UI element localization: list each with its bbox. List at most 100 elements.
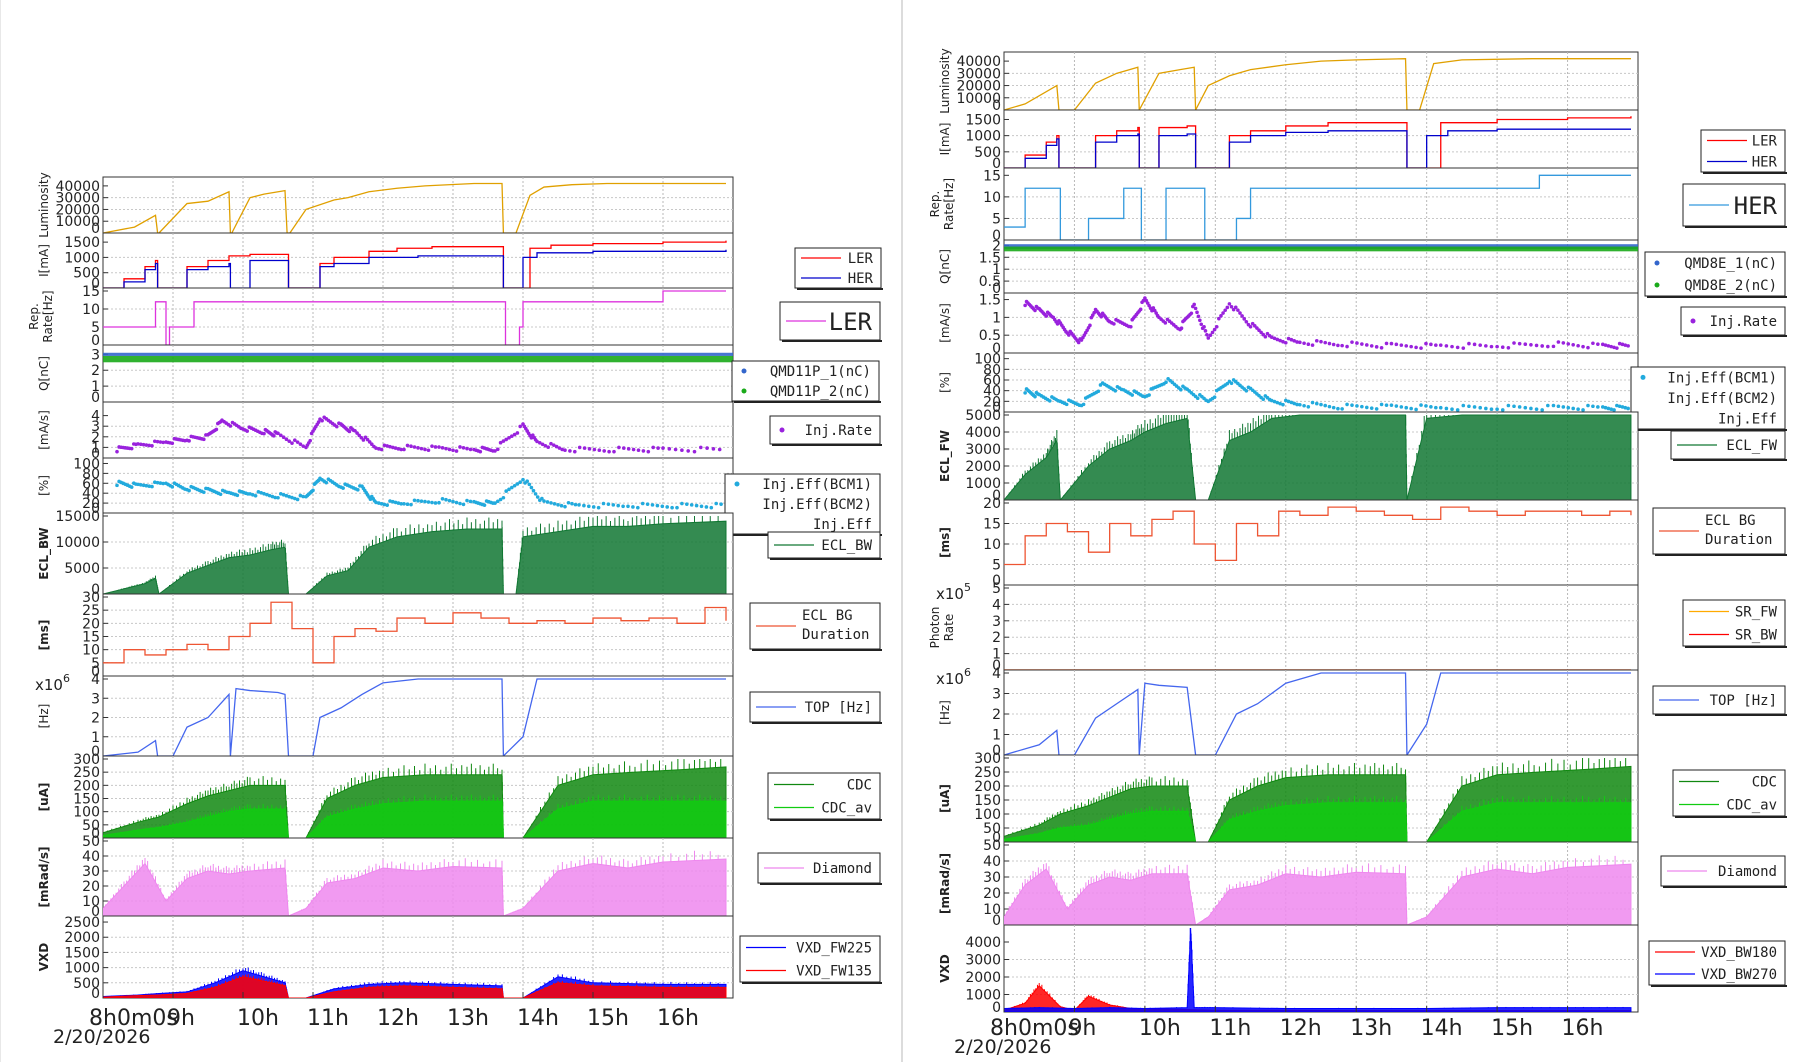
series-inj-rate-point <box>1500 345 1505 350</box>
y-axis-label: Rep. <box>27 303 41 330</box>
series-inj-rate-point <box>320 418 324 423</box>
series-inj-rate-point <box>402 447 406 452</box>
series-inj-eff-bcm1--point <box>1360 404 1364 409</box>
series-inj-eff-bcm1--point <box>1289 400 1294 405</box>
series-inj-rate-point <box>1278 338 1282 343</box>
series-inj-eff-bcm1--point <box>709 505 714 510</box>
series-inj-eff-bcm1--point <box>374 500 378 505</box>
series-inj-rate-point <box>1581 344 1585 349</box>
series-inj-eff-bcm1--point <box>719 502 723 506</box>
series-qmd11p-1-nc--band <box>103 352 733 356</box>
series-inj-rate-point <box>510 434 514 439</box>
series-inj-rate-point <box>1414 345 1418 350</box>
series-inj-rate-point <box>549 441 553 446</box>
legend-label: VXD_FW225 <box>796 941 872 957</box>
y-tick-label: 5 <box>992 211 1001 227</box>
series-inj-rate-point <box>535 439 539 444</box>
y-axis-label: Rate[Hz] <box>41 290 55 342</box>
series-group <box>115 415 722 454</box>
series-inj-eff-bcm1--point <box>1286 399 1291 404</box>
legend-label: ECL_FW <box>1726 438 1777 454</box>
series-inj-eff-bcm1--point <box>1340 407 1344 411</box>
series-inj-rate-point <box>617 445 621 450</box>
series-inj-rate-point <box>1606 344 1611 348</box>
series-inj-eff-bcm1--point <box>1369 406 1374 410</box>
y-tick-label: 15 <box>983 517 1001 533</box>
y-tick-label: 1 <box>91 730 100 746</box>
y-axis-label: Photon <box>928 607 942 649</box>
series-inj-eff-bcm1--point <box>295 497 300 502</box>
legend-label: TOP [Hz] <box>1710 693 1777 709</box>
y-tick-label: 4 <box>992 597 1001 613</box>
series-inj-rate-point <box>529 436 534 440</box>
y-tick-label: 10000 <box>55 214 100 230</box>
y-tick-label: 100 <box>73 805 100 821</box>
legend: QMD8E_1(nC) QMD8E_2(nC) <box>1644 251 1787 298</box>
series-inj-eff-bcm1--point <box>1424 404 1428 408</box>
series-inj-rate-point <box>1055 322 1060 326</box>
series-group <box>1004 414 1632 500</box>
y-tick-label: 1 <box>992 310 1001 326</box>
series-inj-eff-bcm1--point <box>144 483 149 488</box>
series-inj-eff-bcm1--point <box>270 494 275 499</box>
series-inj-rate-point <box>1269 335 1274 340</box>
series-inj-rate-point <box>1455 345 1460 350</box>
y-tick-label: 25 <box>82 603 100 619</box>
series-inj-rate-point <box>554 444 559 449</box>
series-inj-rate-point <box>1229 304 1234 309</box>
series-inj-eff-bcm1--point <box>1467 404 1471 409</box>
series-inj-eff-bcm1--point <box>405 502 410 507</box>
series-inj-eff-bcm1--point <box>631 505 635 509</box>
series-inj-rate-point <box>692 449 697 454</box>
series-inj-eff-bcm1--point <box>267 493 272 498</box>
y-tick-label: 30 <box>82 590 100 606</box>
y-tick-label: 10 <box>983 902 1001 918</box>
series-inj-eff-bcm1--point <box>311 488 315 493</box>
series-inj-eff-bcm1--point <box>1195 396 1200 401</box>
legend-box <box>1672 769 1786 817</box>
series-inj-eff-bcm1--point <box>287 494 292 499</box>
series-inj-rate-point <box>147 443 151 448</box>
y-tick-label: 0 <box>91 664 100 680</box>
series-inj-eff-bcm1--point <box>273 495 278 500</box>
series-inj-rate-point <box>1192 302 1196 307</box>
series-inj-eff-bcm1--point <box>645 502 650 506</box>
series-inj-eff-bcm1--point <box>399 501 404 506</box>
y-tick-label: 2 <box>992 707 1001 723</box>
series-inj-eff-bcm1--point <box>433 501 438 505</box>
series-inj-rate-point <box>144 443 149 447</box>
y-tick-label: 0.5 <box>979 274 1001 290</box>
series-inj-rate-point <box>1389 341 1394 346</box>
series-inj-rate-point <box>1484 344 1488 348</box>
series-inj-eff-bcm1--point <box>1512 404 1516 409</box>
y-tick-label: 50 <box>82 834 100 850</box>
series-inj-eff-bcm1--point <box>402 501 406 506</box>
series-inj-rate-point <box>451 448 455 453</box>
series-inj-rate-point <box>607 449 611 454</box>
series-inj-rate-point <box>465 446 469 451</box>
series-inj-rate-point <box>440 446 445 450</box>
y-tick-label: 15 <box>983 168 1001 184</box>
series-inj-rate-point <box>711 447 716 451</box>
series-inj-eff-bcm1--point <box>391 499 395 504</box>
series-inj-eff-bcm1--point <box>1350 403 1354 407</box>
series-inj-rate-point <box>129 446 134 451</box>
series-inj-eff-bcm1--point <box>141 483 146 488</box>
series-inj-eff-bcm1--point <box>1571 406 1575 411</box>
panel-frame <box>1003 292 1639 354</box>
y-tick-label: 5 <box>992 581 1001 597</box>
series-inj-eff-bcm1--point <box>1606 406 1611 411</box>
series-inj-rate-point <box>667 447 672 451</box>
legend: Diamond <box>1660 855 1787 888</box>
y-tick-label: 40 <box>82 849 100 865</box>
series-inj-eff-bcm1--point <box>601 501 606 506</box>
x-tick-label: 12h <box>1280 1016 1322 1041</box>
series-inj-eff-bcm1--point <box>1450 407 1454 412</box>
series-inj-eff-bcm1--point <box>699 504 704 509</box>
series-inj-rate-point <box>281 435 286 440</box>
series-group <box>103 182 726 233</box>
series-inj-eff-bcm1--point <box>559 503 564 508</box>
series-inj-eff-bcm1--point <box>461 502 466 507</box>
